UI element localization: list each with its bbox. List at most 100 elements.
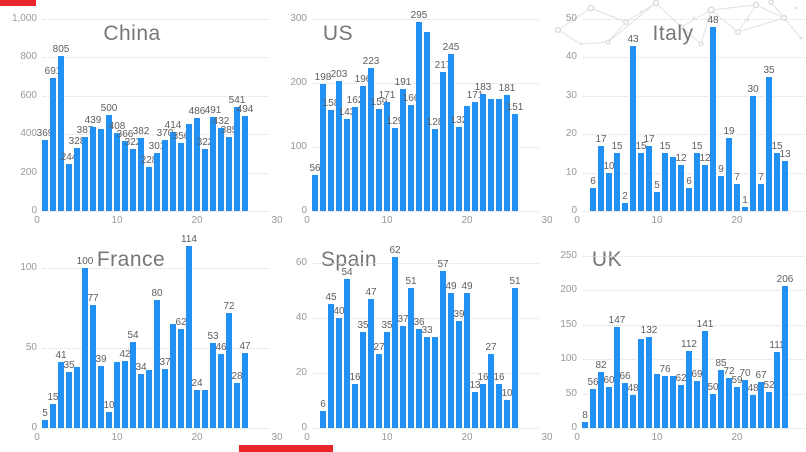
bar-day-7[interactable] [630, 45, 636, 211]
bar-day-23[interactable] [758, 381, 764, 428]
bar-day-20[interactable] [734, 184, 740, 211]
bar-day-7[interactable] [360, 331, 366, 428]
bar-day-6[interactable] [82, 268, 88, 428]
bar-day-17[interactable] [440, 271, 446, 428]
bar-day-10[interactable] [384, 331, 390, 428]
bar-day-12[interactable] [400, 326, 406, 428]
bar-day-15[interactable] [424, 31, 430, 211]
bar-day-22[interactable] [480, 93, 486, 211]
bar-day-17[interactable] [710, 26, 716, 211]
bar-day-15[interactable] [694, 380, 700, 428]
bar-day-16[interactable] [432, 129, 438, 211]
bar-day-22[interactable] [750, 394, 756, 428]
bar-day-11[interactable] [392, 128, 398, 211]
bar-day-26[interactable] [242, 116, 248, 211]
bar-day-1[interactable] [42, 420, 48, 428]
bar-day-4[interactable] [606, 386, 612, 428]
bar-day-7[interactable] [360, 85, 366, 211]
bar-day-15[interactable] [694, 153, 700, 211]
bar-day-23[interactable] [218, 128, 224, 211]
bar-day-20[interactable] [734, 387, 740, 428]
bar-day-22[interactable] [480, 383, 486, 428]
bar-day-6[interactable] [622, 382, 628, 428]
bar-day-3[interactable] [598, 371, 604, 428]
bar-day-12[interactable] [670, 376, 676, 428]
bar-day-19[interactable] [726, 378, 732, 428]
bar-day-2[interactable] [320, 84, 326, 211]
bar-day-25[interactable] [774, 351, 780, 428]
bar-day-4[interactable] [606, 172, 612, 211]
bar-day-1[interactable] [312, 175, 318, 211]
bar-day-21[interactable] [202, 149, 208, 211]
bar-day-11[interactable] [392, 257, 398, 428]
bar-day-10[interactable] [114, 362, 120, 428]
bar-day-9[interactable] [376, 109, 382, 211]
bar-day-18[interactable] [718, 176, 724, 211]
bar-day-3[interactable] [598, 145, 604, 211]
bar-day-9[interactable] [376, 353, 382, 428]
bar-day-2[interactable] [590, 389, 596, 428]
bar-day-19[interactable] [456, 126, 462, 211]
bar-day-2[interactable] [50, 78, 56, 211]
bar-day-12[interactable] [670, 157, 676, 211]
bar-day-17[interactable] [170, 131, 176, 211]
bar-day-4[interactable] [66, 164, 72, 211]
bar-day-25[interactable] [234, 107, 240, 211]
bar-day-14[interactable] [416, 328, 422, 428]
bar-day-4[interactable] [336, 317, 342, 428]
bar-day-12[interactable] [400, 88, 406, 211]
bar-day-13[interactable] [408, 287, 414, 428]
bar-day-14[interactable] [686, 350, 692, 428]
bar-day-2[interactable] [590, 187, 596, 211]
bar-day-5[interactable] [74, 367, 80, 428]
bar-day-19[interactable] [726, 138, 732, 211]
bar-day-5[interactable] [344, 279, 350, 428]
bar-day-16[interactable] [162, 368, 168, 428]
bar-day-19[interactable] [456, 320, 462, 428]
bar-day-26[interactable] [242, 352, 248, 428]
bar-day-3[interactable] [58, 56, 64, 211]
bar-day-22[interactable] [210, 116, 216, 211]
bar-day-3[interactable] [58, 362, 64, 428]
bar-day-21[interactable] [472, 392, 478, 428]
bar-day-1[interactable] [42, 140, 48, 211]
bar-day-14[interactable] [146, 167, 152, 211]
bar-day-21[interactable] [742, 379, 748, 428]
bar-day-26[interactable] [512, 114, 518, 211]
bar-day-20[interactable] [464, 293, 470, 428]
bar-day-18[interactable] [718, 369, 724, 428]
bar-day-25[interactable] [234, 383, 240, 428]
bar-day-19[interactable] [186, 245, 192, 428]
bar-day-13[interactable] [138, 137, 144, 211]
bar-day-11[interactable] [122, 140, 128, 211]
bar-day-20[interactable] [194, 389, 200, 428]
bar-day-5[interactable] [614, 326, 620, 428]
bar-day-21[interactable] [202, 389, 208, 428]
bar-day-14[interactable] [686, 187, 692, 211]
bar-day-1[interactable] [582, 422, 588, 428]
bar-day-23[interactable] [218, 354, 224, 428]
bar-day-7[interactable] [90, 304, 96, 428]
bar-day-24[interactable] [496, 99, 502, 211]
bar-day-16[interactable] [702, 330, 708, 428]
bar-day-12[interactable] [130, 149, 136, 211]
bar-day-16[interactable] [162, 139, 168, 211]
bar-day-9[interactable] [646, 145, 652, 211]
bar-day-18[interactable] [448, 293, 454, 428]
bar-day-9[interactable] [646, 337, 652, 428]
bar-day-8[interactable] [98, 128, 104, 211]
bar-day-3[interactable] [328, 304, 334, 428]
bar-day-12[interactable] [130, 341, 136, 428]
bar-day-15[interactable] [154, 153, 160, 211]
bar-day-24[interactable] [226, 312, 232, 428]
bar-day-4[interactable] [336, 81, 342, 211]
bar-day-20[interactable] [194, 117, 200, 211]
bar-day-23[interactable] [488, 353, 494, 428]
bar-day-11[interactable] [122, 360, 128, 428]
bar-day-5[interactable] [344, 119, 350, 211]
bar-day-14[interactable] [416, 22, 422, 211]
bar-day-16[interactable] [432, 337, 438, 428]
bar-day-8[interactable] [638, 339, 644, 428]
bar-day-3[interactable] [328, 109, 334, 211]
bar-day-17[interactable] [710, 393, 716, 428]
